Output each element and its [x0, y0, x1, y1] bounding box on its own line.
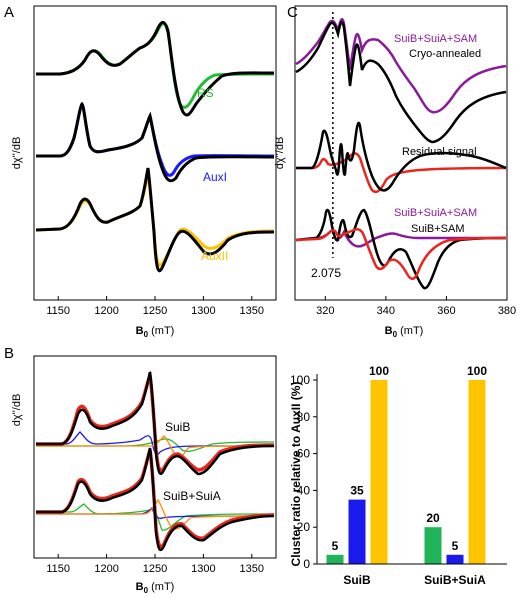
bar-category-label: SuiB [343, 573, 371, 587]
bar-chart-bars [326, 380, 486, 564]
bar-data-label: 20 [426, 511, 440, 525]
bar-ytick-label: 40 [297, 483, 311, 497]
panel-b-xtick-label: 1150 [46, 563, 70, 575]
bar-chart: Cluster ratio relative to AuxII (%) 0 20 4… [289, 364, 507, 587]
panel-b-xlabel-unit: (mT) [148, 581, 174, 593]
panel-a-xlabel-unit: (mT) [148, 325, 174, 337]
panel-b-xtick-label: 1350 [240, 563, 264, 575]
panel-b-suib-blue [36, 431, 274, 456]
panel-c-top-purple [295, 18, 507, 114]
panel-b-letter: B [4, 345, 14, 362]
bar-ytick-label: 80 [297, 410, 311, 424]
panel-a-xlabel-main: B [136, 325, 144, 337]
panel-a-xtick-label: 1250 [143, 305, 167, 317]
panel-c-xticks: 320 340 360 380 [316, 296, 516, 317]
panel-c-xtick-label: 320 [316, 305, 334, 317]
panel-a-xtick-label: 1150 [46, 305, 70, 317]
panel-c-mid-black [296, 121, 507, 192]
bar-chart-ylabel: Cluster ratio relative to AuxII (%) [289, 382, 303, 567]
panel-b-suib-black [36, 371, 275, 476]
bar-data-label: 100 [467, 364, 487, 378]
panel-c-ylabel-text: dχ''/dB [274, 137, 286, 170]
panel-a-auxii-trace [35, 167, 275, 273]
panel-b-xtick-label: 1250 [143, 563, 167, 575]
bar-chart-yticks: 0 20 40 60 80 100 [290, 373, 317, 571]
bar-chart-data-labels: 5 35 100 20 5 100 [332, 364, 488, 553]
panel-b-suib-green [36, 438, 275, 452]
bar-ytick-label: 20 [297, 520, 311, 534]
bar-data-label: 5 [332, 539, 339, 553]
panel-a-rs-trace [36, 21, 275, 117]
panel-a-xtick-label: 1200 [94, 305, 118, 317]
bar-data-label: 5 [452, 539, 459, 553]
panel-a-label-auxi: AuxI [203, 170, 227, 184]
panel-a-ylabel: dχ''/dB [11, 137, 23, 170]
panel-b-ylabel-text: dχ''/dB [11, 394, 23, 427]
panel-c-ylabel: dχ''/dB [274, 137, 286, 170]
panel-c-frame [294, 5, 508, 301]
panel-b-xlabel: B0 (mT) [136, 581, 175, 595]
panel-a-ylabel-text: dχ''/dB [11, 137, 23, 170]
bar-ytick-label: 0 [303, 557, 310, 571]
panel-a-xtick-label: 1350 [240, 305, 264, 317]
panel-a-xtick-label: 1300 [191, 305, 215, 317]
panel-c-label-top-purple: SuiB+SuiA+SAM [394, 33, 477, 45]
panel-b-suiba-black [36, 447, 275, 552]
panel-c-xlabel-unit: (mT) [397, 325, 423, 337]
panel-a: A dχ''/dB 1150 1200 1250 1300 1350 B0 (mT) R… [4, 4, 277, 339]
panel-c-letter: C [287, 4, 298, 21]
panel-c-label-bot-purple: SuiB+SuiA+SAM [394, 207, 477, 219]
panel-c-xlabel: B0 (mT) [385, 325, 424, 339]
panel-b-xticks: 1150 1200 1250 1300 1350 [46, 554, 264, 575]
panel-c-xtick-label: 360 [437, 305, 455, 317]
bar-yellow-0 [370, 380, 388, 564]
panel-c-xlabel-main: B [385, 325, 393, 337]
panel-b-label-suib: SuiB [165, 420, 190, 434]
panel-a-auxi-trace [36, 101, 275, 183]
bar-ytick-label: 100 [290, 373, 310, 387]
panel-a-label-auxii: AuxII [201, 249, 228, 263]
panel-b-xlabel-main: B [136, 581, 144, 593]
bar-chart-xticks: SuiB SuiB+SuiA [343, 573, 486, 587]
panel-a-label-rs: RS [197, 86, 214, 100]
panel-c-label-residual: Residual signal [402, 146, 477, 158]
panel-c-xtick-label: 380 [498, 305, 516, 317]
bar-category-label: SuiB+SuiA [424, 573, 486, 587]
bar-green-1 [424, 527, 442, 564]
panel-c-g-marker-label: 2.075 [311, 266, 341, 280]
bar-data-label: 100 [369, 364, 389, 378]
panel-b-xtick-label: 1200 [94, 563, 118, 575]
bar-ytick-label: 60 [297, 447, 311, 461]
panel-b-label-suiba: SuiB+SuiA [163, 489, 221, 503]
panel-b-suiba-blue [36, 506, 275, 520]
bar-blue-0 [348, 499, 366, 564]
bar-blue-1 [446, 554, 464, 564]
bar-yellow-1 [468, 380, 486, 564]
bar-chart-ylabel-text: Cluster ratio relative to AuxII (%) [289, 382, 303, 567]
panel-c-top-black [295, 20, 507, 144]
panel-a-xlabel: B0 (mT) [136, 325, 175, 339]
panel-c-label-suib-sam: SuiB+SAM [411, 223, 465, 235]
panel-b-xlabel-sub: 0 [144, 586, 149, 595]
panel-c-xtick-label: 340 [377, 305, 395, 317]
bar-data-label: 35 [350, 484, 364, 498]
panel-b-xtick-label: 1300 [191, 563, 215, 575]
panel-a-xlabel-sub: 0 [144, 330, 149, 339]
panel-c: C dχ''/dB 320 340 360 380 B0 (mT) 2.075 Sui… [274, 4, 516, 339]
panel-c-bot-black [295, 208, 507, 290]
panel-a-xticks: 1150 1200 1250 1300 1350 [46, 296, 264, 317]
panel-b-ylabel: dχ''/dB [11, 394, 23, 427]
panel-b: B dχ''/dB 1150 1200 1250 1300 1350 B0 (mT) S… [4, 345, 277, 595]
panel-c-xlabel-sub: 0 [393, 330, 398, 339]
panel-c-bot-red [295, 228, 507, 280]
panel-c-mid-red [296, 152, 507, 194]
panel-a-letter: A [4, 4, 14, 21]
bar-green-0 [326, 554, 344, 564]
panel-c-label-cryo: Cryo-annealed [409, 48, 481, 60]
